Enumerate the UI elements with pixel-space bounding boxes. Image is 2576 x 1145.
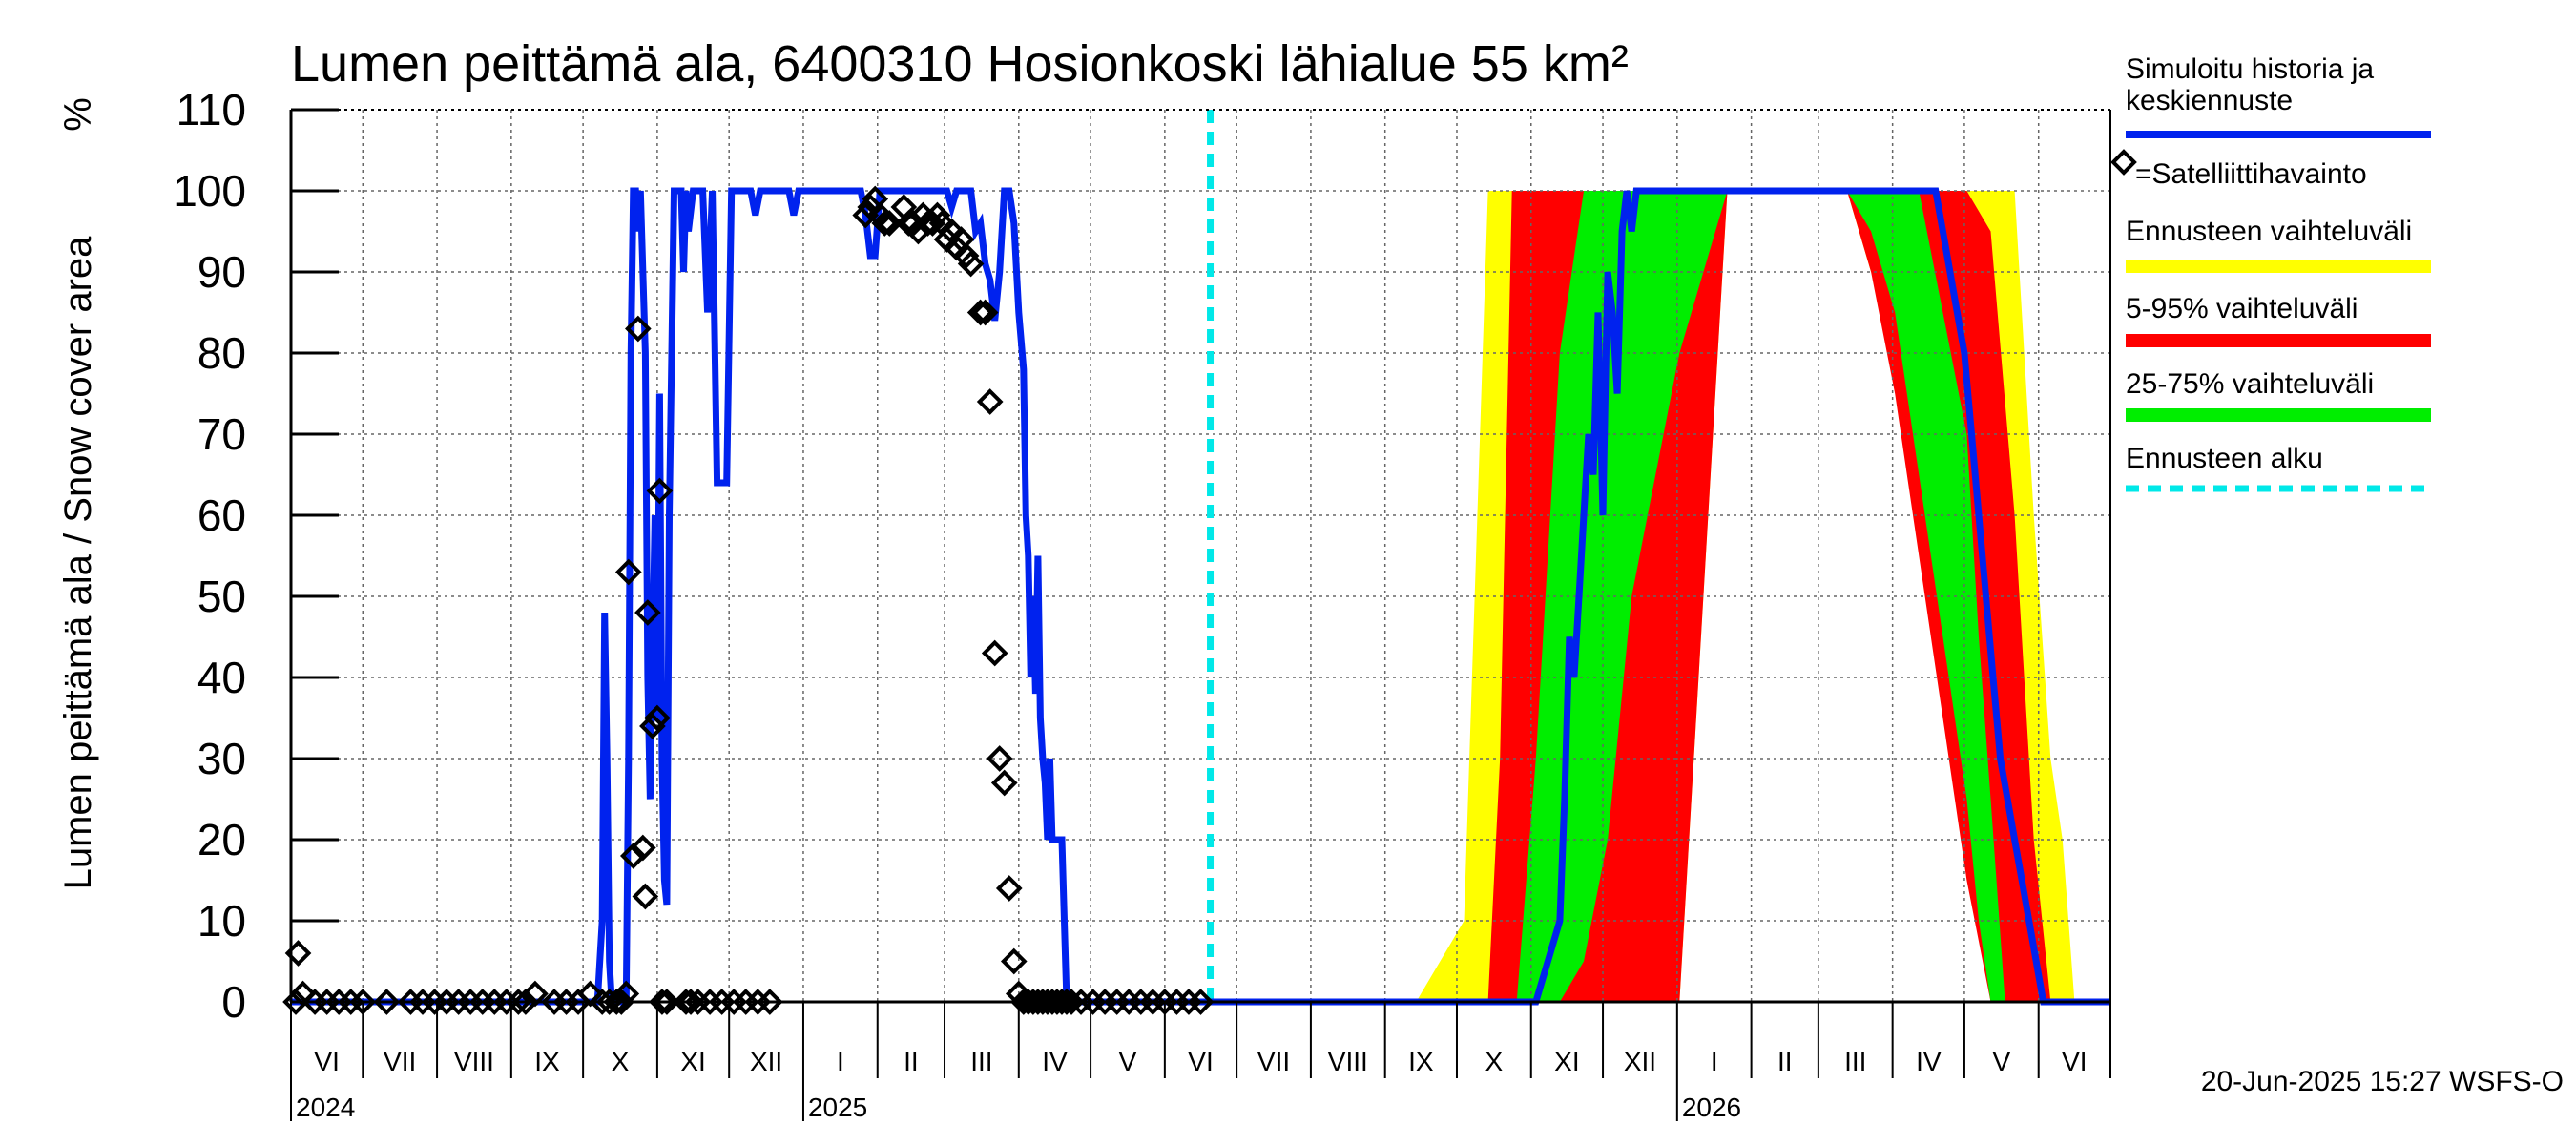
y-tick-label-0: 0 [221, 977, 246, 1027]
month-label-23: V [1992, 1047, 2010, 1076]
y-tick-label-70: 70 [197, 409, 246, 459]
series [282, 110, 2110, 1015]
satellite-point-27 [603, 989, 631, 1015]
month-label-19: I [1711, 1047, 1718, 1076]
y-tick-label-10: 10 [197, 896, 246, 946]
satellite-point-20 [522, 980, 549, 1008]
satellite-point-88 [1049, 989, 1075, 1015]
satellite-point-2 [289, 980, 317, 1008]
month-label-22: IV [1916, 1047, 1942, 1076]
satellite-point-37 [644, 704, 671, 732]
y-tick-label-20: 20 [197, 815, 246, 864]
month-label-11: V [1119, 1047, 1137, 1076]
satellite-point-101 [1187, 989, 1215, 1015]
month-label-15: IX [1408, 1047, 1434, 1076]
satellite-point-29 [613, 980, 640, 1008]
satellite-point-18 [505, 989, 532, 1015]
satellite-point-42 [677, 989, 704, 1015]
grid [291, 109, 2110, 1002]
y-tick-label-50: 50 [197, 572, 246, 621]
y-axis-label: Lumen peittämä ala / Snow cover area [57, 236, 99, 890]
satellite-point-76 [990, 769, 1018, 797]
legend-forecast_start-label: Ennusteen alku [2126, 443, 2323, 474]
satellite-point-77 [995, 875, 1023, 902]
month-label-12: VI [1188, 1047, 1213, 1076]
satellite-point-54 [871, 210, 899, 237]
month-label-24: VI [2062, 1047, 2087, 1076]
satellite-point-73 [976, 388, 1004, 415]
month-label-4: X [612, 1047, 630, 1076]
satellite-point-30 [614, 558, 642, 586]
month-label-10: IV [1042, 1047, 1068, 1076]
satellite-point-8 [373, 989, 401, 1015]
month-label-6: XII [750, 1047, 782, 1076]
satellite-point-55 [876, 210, 904, 237]
legend-range_5_95-label: 5-95% vaihteluväli [2126, 293, 2358, 324]
y-tick-label-80: 80 [197, 328, 246, 378]
satellite-point-75 [986, 745, 1013, 772]
satellite-point-74 [981, 639, 1008, 667]
satellite-point-49 [757, 989, 783, 1015]
satellite-point-35 [634, 599, 661, 626]
satellite-point-90 [1058, 989, 1085, 1015]
legend-range_25_75-label: 25-75% vaihteluväli [2126, 368, 2374, 400]
y-tick-label-110: 110 [177, 85, 246, 135]
month-label-5: XI [680, 1047, 705, 1076]
satellite-point-63 [924, 201, 951, 229]
y-tick-label-60: 60 [197, 490, 246, 540]
month-label-9: III [970, 1047, 992, 1076]
month-label-0: VI [314, 1047, 339, 1076]
month-label-1: VII [384, 1047, 416, 1076]
month-label-20: II [1777, 1047, 1793, 1076]
satellite-point-78 [1000, 947, 1028, 975]
satellite-point-31 [619, 843, 647, 869]
month-label-7: I [837, 1047, 844, 1076]
timestamp: 20-Jun-2025 15:27 WSFS-O [2201, 1066, 2564, 1097]
month-label-2: VIII [454, 1047, 494, 1076]
legend-satellite-label: =Satelliittihavainto [2135, 158, 2367, 190]
satellite-point-24 [576, 980, 604, 1008]
satellite-point-38 [646, 477, 674, 505]
month-label-16: X [1485, 1047, 1504, 1076]
y-tick-label-30: 30 [197, 734, 246, 783]
satellite-point-69 [952, 242, 980, 269]
satellite-point-33 [630, 834, 656, 862]
satellite-point-36 [639, 713, 666, 739]
satellite-point-70 [957, 250, 985, 278]
month-label-17: XI [1554, 1047, 1579, 1076]
year-label-2: 2026 [1682, 1093, 1741, 1122]
year-label-0: 2024 [296, 1093, 355, 1122]
y-tick-label-40: 40 [197, 653, 246, 702]
month-label-18: XII [1624, 1047, 1656, 1076]
legend-history-label-2: keskiennuste [2126, 85, 2293, 116]
month-label-14: VIII [1328, 1047, 1368, 1076]
legend-history-label-1: Simuloitu historia ja [2126, 53, 2374, 85]
satellite-point-32 [625, 315, 652, 343]
satellite-point-39 [649, 989, 675, 1015]
y-axis-unit: % [57, 97, 99, 132]
month-label-21: III [1844, 1047, 1866, 1076]
legend-satellite-icon [2110, 149, 2137, 176]
satellite-point-0 [282, 989, 309, 1015]
satellite-point-72 [971, 299, 999, 326]
y-tick-label-100: 100 [173, 166, 246, 216]
history-line [291, 187, 2110, 1006]
satellite-point-62 [919, 210, 946, 237]
month-label-8: II [904, 1047, 919, 1076]
satellite-point-19 [512, 989, 539, 1015]
legend-range_full-label: Ennusteen vaihteluväli [2126, 216, 2412, 247]
satellite-point-28 [608, 989, 635, 1015]
satellite-point-34 [632, 883, 659, 910]
chart-title: Lumen peittämä ala, 6400310 Hosionkoski … [291, 35, 1629, 93]
year-label-1: 2025 [808, 1093, 867, 1122]
y-tick-label-90: 90 [197, 247, 246, 297]
satellite-point-40 [654, 989, 680, 1015]
month-label-3: IX [534, 1047, 560, 1076]
satellite-point-71 [966, 299, 994, 326]
month-label-13: VII [1257, 1047, 1290, 1076]
